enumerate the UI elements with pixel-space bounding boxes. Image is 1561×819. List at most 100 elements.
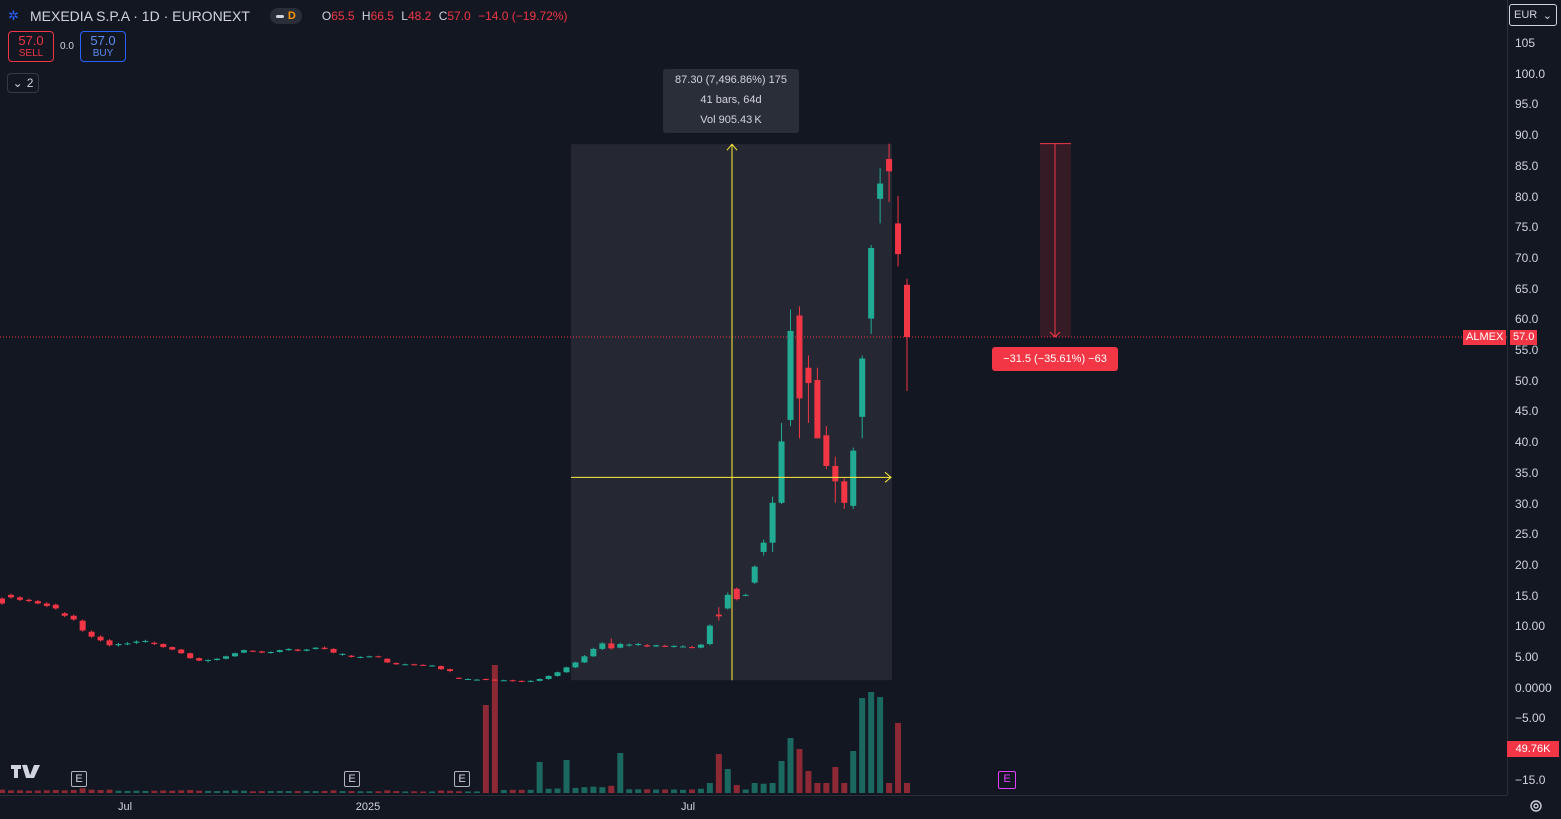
candle-body — [635, 644, 642, 646]
volume-bar — [411, 791, 418, 793]
volume-bar — [554, 788, 561, 793]
ohlc-close: 57.0 — [447, 9, 471, 23]
volume-bar — [330, 790, 337, 793]
earnings-event-icon[interactable]: E — [71, 771, 87, 787]
chevron-down-icon: ⌄ — [1542, 9, 1552, 22]
ohlc-values: O65.5 H66.5 L48.2 C57.0 −14.0 (−19.72%) — [322, 9, 572, 23]
measure-change: 87.30 (7,496.86%) 175 — [675, 74, 787, 86]
volume-bar — [133, 790, 140, 793]
symbol-title[interactable]: MEXEDIA S.P.A · 1D · EURONEXT — [30, 8, 250, 24]
upcoming-earnings-icon[interactable]: E — [998, 771, 1016, 789]
candle-body — [25, 599, 32, 602]
volume-bar — [178, 790, 185, 793]
volume-bar — [715, 754, 722, 793]
measure-volume: Vol 905.43 K — [700, 114, 762, 126]
sell-price: 57.0 — [18, 33, 44, 48]
candle-body — [142, 640, 149, 642]
candle-body — [536, 679, 543, 681]
price-axis-tick: 60.0 — [1515, 312, 1539, 327]
volume-bar — [249, 791, 256, 793]
gear-icon[interactable] — [1529, 799, 1543, 813]
volume-bar — [52, 790, 59, 793]
indicators-toggle-button[interactable]: ⌄ 2 — [7, 73, 39, 93]
candle-body — [339, 653, 346, 655]
candle-body — [805, 367, 812, 384]
candle-body — [679, 646, 686, 648]
time-axis[interactable]: Jul 2025 Jul — [0, 795, 1507, 819]
candle-body — [500, 680, 507, 682]
measure-bars: 41 bars, 64d — [700, 94, 762, 106]
price-axis-tick: 105 — [1515, 36, 1536, 50]
drawdown-arrow — [1049, 331, 1061, 338]
tradingview-logo-icon[interactable] — [10, 762, 44, 780]
candle-body — [688, 647, 695, 649]
price-chart[interactable] — [0, 0, 1507, 795]
volume-bar — [662, 789, 669, 793]
sell-button[interactable]: 57.0 SELL — [8, 31, 54, 62]
candle-body — [671, 645, 678, 647]
volume-bar — [375, 791, 382, 793]
buy-button[interactable]: 57.0 BUY — [80, 31, 126, 62]
candle-body — [16, 597, 23, 600]
volume-bar — [79, 788, 86, 793]
candle-body — [321, 647, 328, 649]
candle-body — [79, 620, 86, 631]
candle-body — [509, 680, 516, 682]
candle-body — [581, 656, 588, 663]
price-axis-tick: 25.0 — [1515, 527, 1539, 542]
ohlc-open-key: O — [321, 9, 332, 23]
candle-body — [886, 158, 893, 172]
candle-body — [599, 643, 606, 649]
candle-body — [249, 650, 256, 652]
volume-bar — [205, 790, 212, 793]
candle-body — [115, 644, 122, 646]
candle-body — [196, 658, 203, 661]
currency-selector[interactable]: EUR ⌄ — [1509, 4, 1557, 26]
volume-bar — [500, 790, 507, 793]
volume-bar — [895, 723, 902, 793]
earnings-event-icon[interactable]: E — [454, 771, 470, 787]
candle-body — [223, 656, 230, 659]
candle-body — [402, 664, 409, 666]
candle-body — [760, 542, 767, 552]
interval-pill[interactable]: D — [269, 8, 302, 24]
volume-bar — [357, 791, 364, 793]
time-label: Jul — [117, 801, 133, 813]
candle-body — [608, 643, 615, 649]
volume-bar — [769, 783, 776, 793]
volume-bar — [196, 790, 203, 793]
price-axis-tick: 20.0 — [1515, 557, 1539, 572]
price-axis-tick: 15.0 — [1515, 588, 1539, 603]
candle-body — [61, 613, 68, 616]
volume-bar — [429, 791, 436, 793]
candle-body — [178, 649, 185, 654]
candle-body — [455, 677, 462, 679]
volume-bar — [608, 785, 615, 793]
candle-body — [733, 588, 740, 600]
volume-bar — [796, 749, 803, 793]
volume-bar — [653, 789, 660, 793]
price-axis[interactable] — [1507, 0, 1561, 795]
volume-bar — [509, 789, 516, 793]
volume-bar — [187, 790, 194, 793]
volume-bar — [258, 791, 265, 793]
volume-bar — [724, 769, 731, 793]
volume-bar — [25, 790, 32, 793]
candle-body — [348, 655, 355, 657]
candle-body — [52, 604, 59, 609]
earnings-event-icon[interactable]: E — [344, 771, 360, 787]
price-axis-tick: 35.0 — [1515, 465, 1539, 480]
candle-body — [330, 648, 337, 653]
chevron-down-icon: ⌄ — [12, 76, 23, 90]
volume-bar — [536, 762, 543, 793]
chart-header: ✲ MEXEDIA S.P.A · 1D · EURONEXT D O65.5 … — [8, 6, 571, 26]
candle-body — [0, 598, 5, 604]
candle-body — [303, 649, 310, 651]
candle-body — [859, 358, 866, 417]
volume-bar — [545, 788, 552, 793]
volume-bar — [16, 790, 23, 793]
candle-body — [841, 481, 848, 503]
candle-body — [706, 625, 713, 645]
candle-body — [787, 330, 794, 420]
volume-bar — [877, 697, 884, 793]
